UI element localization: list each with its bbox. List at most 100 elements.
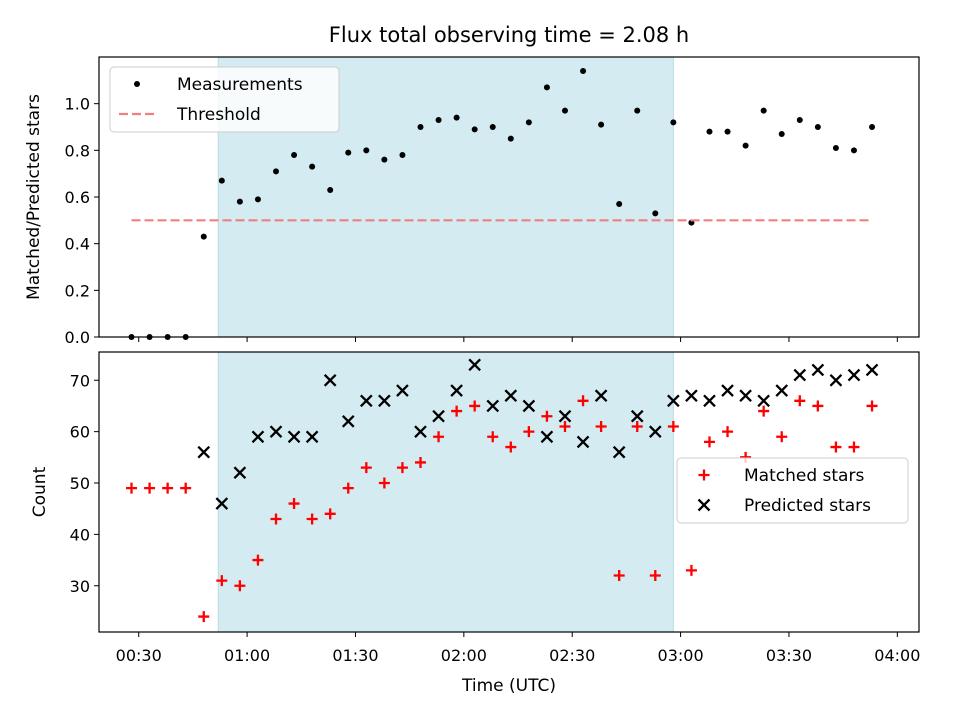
matched-stars-legend-swatch: [698, 469, 710, 481]
predicted-stars-point: [341, 415, 355, 428]
predicted-stars-point: [432, 409, 445, 423]
predicted-stars-point: [576, 435, 590, 449]
matched-stars-point: [559, 420, 571, 432]
matched-stars-point: [848, 441, 860, 453]
top-y-tick-label: 0.2: [65, 281, 90, 300]
bottom-x-tick-label: 03:00: [658, 646, 704, 665]
matched-stars-point: [830, 441, 842, 453]
measurements-point: [435, 117, 442, 123]
bottom-x-tick-label: 02:00: [441, 646, 487, 665]
bottom-x-tick-label: 01:30: [332, 646, 378, 665]
matched-stars-point: [487, 431, 499, 443]
predicted-stars-point: [612, 445, 626, 459]
matched-stars-point: [342, 482, 354, 494]
threshold-legend-label: Threshold: [176, 105, 261, 125]
predicted-stars-point: [793, 368, 807, 382]
predicted-stars-point: [847, 368, 861, 382]
bottom-x-tick-label: 01:00: [224, 646, 270, 665]
matched-stars-legend-label: Matched stars: [744, 466, 864, 486]
matched-stars-point: [722, 426, 734, 438]
measurements-legend-swatch: [134, 81, 140, 87]
predicted-stars-point: [630, 409, 644, 423]
measurements-point: [327, 187, 334, 193]
predicted-stars-point: [829, 373, 843, 387]
measurements-point: [471, 126, 478, 133]
matched-stars-point: [703, 436, 715, 448]
matched-stars-point: [505, 441, 517, 453]
predicted-stars-point: [414, 425, 427, 438]
chart-title: Flux total observing time = 2.08 h: [329, 23, 689, 47]
measurements-point: [236, 198, 243, 205]
predicted-stars-legend-swatch: [697, 498, 711, 512]
measurements-point: [254, 196, 261, 203]
bottom-y-tick-label: 60: [70, 423, 90, 442]
measurements-point: [543, 84, 550, 91]
predicted-stars-point: [504, 389, 518, 402]
matched-stars-point: [866, 400, 878, 412]
bottom-x-tick-label: 00:30: [116, 646, 162, 665]
predicted-stars-point: [757, 394, 770, 408]
bottom-x-tick-label: 04:00: [874, 646, 920, 665]
measurements-point: [814, 124, 821, 130]
predicted-stars-point: [197, 445, 211, 459]
matched-stars-point: [595, 420, 607, 432]
x-axis-label: Time (UTC): [461, 676, 556, 696]
predicted-stars-point: [450, 384, 463, 397]
measurements-point: [634, 107, 641, 114]
matched-stars-point: [433, 431, 445, 443]
measurements-point: [525, 119, 532, 126]
bottom-axes: 30 40 50 60 70 00:30 01:00 01:30 02:00 02:30 03:00…: [70, 351, 920, 665]
measurements-point: [652, 210, 659, 217]
matched-stars-point: [144, 482, 156, 494]
matched-stars-point: [198, 611, 210, 623]
predicted-stars-point: [558, 409, 572, 423]
matched-stars-point: [126, 482, 138, 494]
top-y-tick-label: 0.4: [65, 235, 90, 254]
measurements-point: [598, 121, 605, 128]
bottom-x-tick-label: 03:30: [766, 646, 812, 665]
measurements-point: [706, 128, 713, 135]
measurements-point: [670, 119, 677, 126]
predicted-stars-point: [233, 466, 247, 480]
matched-stars-point: [613, 569, 625, 581]
matched-stars-point: [631, 420, 643, 432]
bottom-y-tick-label: 40: [70, 525, 90, 544]
predicted-stars-legend-label: Predicted stars: [744, 496, 871, 516]
measurements-point: [489, 124, 496, 130]
measurements-point: [869, 124, 876, 130]
matched-stars-point: [324, 508, 336, 520]
predicted-stars-point: [269, 425, 283, 438]
matched-stars-point: [794, 395, 806, 407]
matched-stars-point: [216, 575, 228, 587]
predicted-stars-point: [486, 399, 500, 413]
predicted-stars-point: [648, 425, 662, 438]
matched-stars-point: [162, 482, 174, 494]
bottom-observing-window-band: [217, 351, 674, 633]
top-y-tick-label: 0.6: [65, 188, 90, 207]
matched-stars-point: [378, 477, 390, 489]
predicted-stars-point: [378, 394, 391, 408]
measurements-point: [760, 107, 767, 114]
predicted-stars-point: [305, 430, 319, 444]
predicted-stars-point: [721, 384, 734, 397]
measurements-point: [507, 135, 514, 142]
predicted-stars-point: [667, 394, 680, 408]
bottom-y-tick-label: 30: [70, 577, 90, 596]
matched-stars-point: [252, 554, 264, 566]
bottom-legend-box: [676, 457, 909, 524]
measurements-point: [363, 147, 370, 154]
measurements-point: [616, 201, 623, 207]
measurements-point: [580, 68, 587, 74]
measurements-point: [724, 128, 731, 135]
matched-stars-point: [812, 400, 824, 412]
matched-stars-point: [649, 569, 661, 581]
predicted-stars-point: [396, 384, 409, 397]
matched-stars-point: [414, 456, 426, 468]
predicted-stars-point: [287, 430, 301, 444]
top-y-tick-label: 0.8: [65, 141, 90, 160]
predicted-stars-point: [594, 389, 608, 402]
measurements-point: [309, 163, 316, 170]
measurements-point: [417, 124, 424, 130]
predicted-stars-point: [359, 394, 373, 408]
